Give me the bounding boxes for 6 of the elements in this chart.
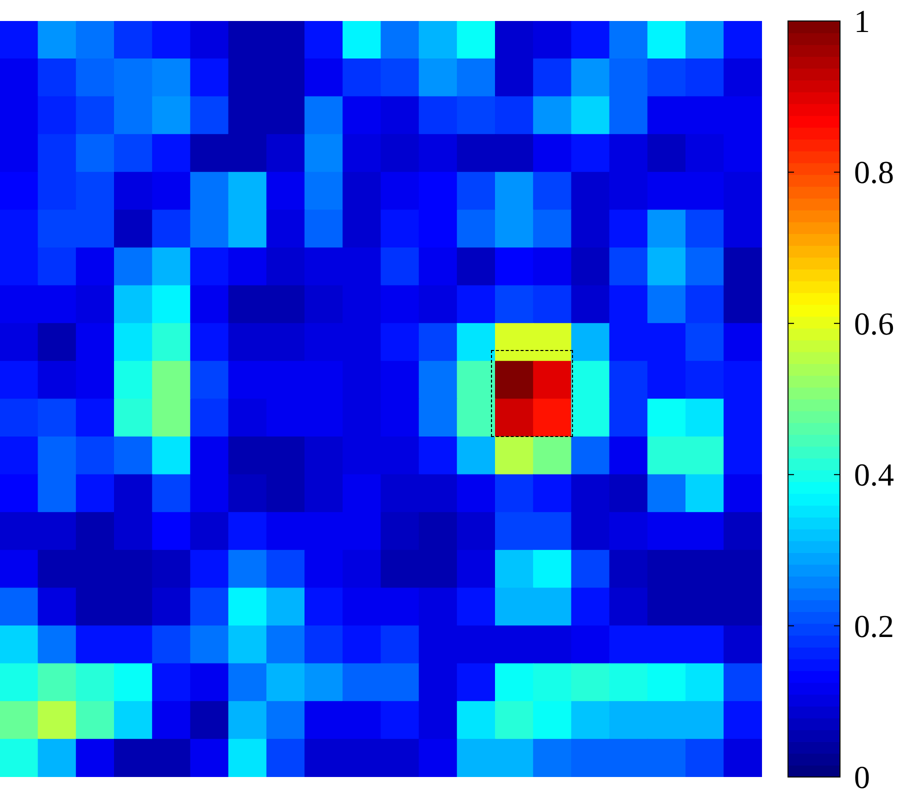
color-bar-label: 0 — [854, 759, 870, 795]
color-bar-label: 0.2 — [854, 608, 894, 644]
color-bar-label: 0.4 — [854, 456, 894, 493]
color-bar-label: 1 — [854, 3, 870, 39]
color-bar-label: 0.6 — [854, 305, 894, 342]
color-bar-label: 0.8 — [854, 154, 894, 190]
